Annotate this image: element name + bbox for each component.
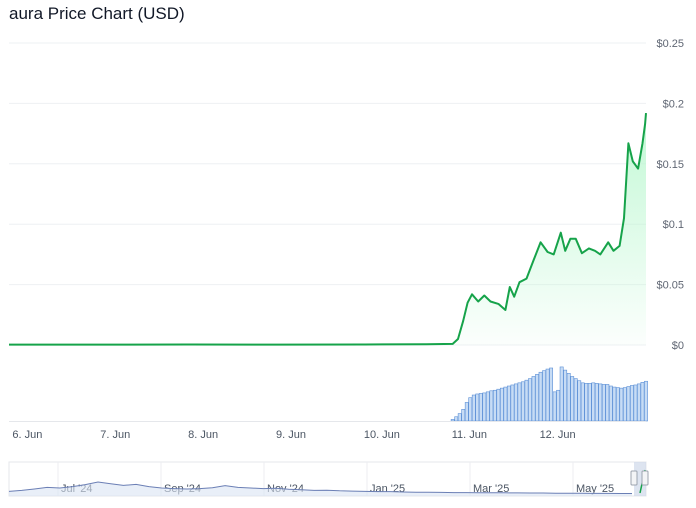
x-tick-label: 9. Jun <box>276 429 306 441</box>
volume-bar <box>584 383 589 422</box>
volume-bar <box>542 370 546 422</box>
chart-title: aura Price Chart (USD) <box>9 4 185 23</box>
volume-bar <box>545 368 550 422</box>
volume-bar <box>577 380 582 422</box>
volume-bar <box>556 389 561 422</box>
volume-bar <box>637 383 641 422</box>
x-tick-label: 6. Jun <box>12 429 42 441</box>
volume-bar <box>468 397 473 422</box>
volume-bar <box>478 393 483 422</box>
volume-bar <box>535 374 539 422</box>
volume-bar <box>489 390 494 422</box>
volume-bar <box>598 383 603 422</box>
x-tick-label: 8. Jun <box>188 429 218 441</box>
y-tick-label: $0.2 <box>663 98 684 110</box>
volume-bar <box>619 387 624 422</box>
volume-bar <box>608 385 613 422</box>
volume-bar <box>644 380 648 422</box>
navigator-left-handle[interactable] <box>630 470 638 486</box>
volume-bar <box>450 419 455 422</box>
volume-bar <box>563 369 568 422</box>
volume-bar <box>496 388 501 422</box>
volume-bar <box>630 385 634 422</box>
volume-bar <box>605 384 610 422</box>
volume-bar <box>510 384 515 422</box>
navigator-right-handle[interactable] <box>641 470 649 486</box>
volume-bar <box>626 386 631 422</box>
y-tick-label: $0.15 <box>656 159 684 171</box>
y-tick-label: $0 <box>672 340 684 352</box>
volume-bar <box>485 391 490 422</box>
volume-bar <box>461 409 466 422</box>
volume-bar <box>524 379 529 422</box>
price-area <box>9 113 646 345</box>
volume-bar <box>587 383 592 422</box>
volume-bar <box>464 402 469 422</box>
volume-bar <box>623 387 627 422</box>
navigator-area <box>9 482 632 496</box>
volume-bar <box>521 381 525 422</box>
volume-bar <box>538 371 543 422</box>
volume-bar <box>640 382 645 422</box>
volume-bar <box>559 366 564 422</box>
volume-bar <box>594 383 599 422</box>
y-tick-label: $0.25 <box>656 38 684 50</box>
volume-bar <box>549 367 554 422</box>
volume-bar <box>612 386 617 422</box>
volume-bar <box>514 383 518 422</box>
volume-bar <box>528 378 532 422</box>
volume-bar <box>482 392 487 422</box>
volume-bar <box>454 416 459 422</box>
volume-bar <box>573 378 578 422</box>
price-line <box>9 113 647 346</box>
x-tick-label: 7. Jun <box>100 429 130 441</box>
x-tick-label: 12. Jun <box>540 429 576 441</box>
volume-bar <box>601 384 606 422</box>
navigator-label: May '25 <box>576 483 614 495</box>
navigator-line <box>8 481 632 494</box>
navigator-label: Mar '25 <box>473 483 509 495</box>
volume-bar <box>531 376 536 422</box>
volume-bar <box>580 382 585 422</box>
volume-bar <box>570 376 575 422</box>
y-tick-label: $0.05 <box>656 280 684 292</box>
volume-bar <box>566 372 571 422</box>
volume-bar <box>517 382 522 422</box>
volume-bar <box>633 384 638 422</box>
volume-bar <box>475 393 480 422</box>
volume-bar <box>503 386 508 422</box>
volume-bar <box>457 413 462 422</box>
x-tick-label: 11. Jun <box>452 429 487 441</box>
volume-bar <box>471 394 476 422</box>
x-tick-label: 10. Jun <box>364 429 400 441</box>
volume-bar <box>615 387 620 422</box>
volume-bar <box>552 391 557 422</box>
volume-bar <box>492 389 497 422</box>
y-tick-label: $0.1 <box>663 219 684 231</box>
volume-bar <box>500 387 504 422</box>
volume-bar <box>507 385 511 422</box>
volume-bar <box>591 382 596 422</box>
